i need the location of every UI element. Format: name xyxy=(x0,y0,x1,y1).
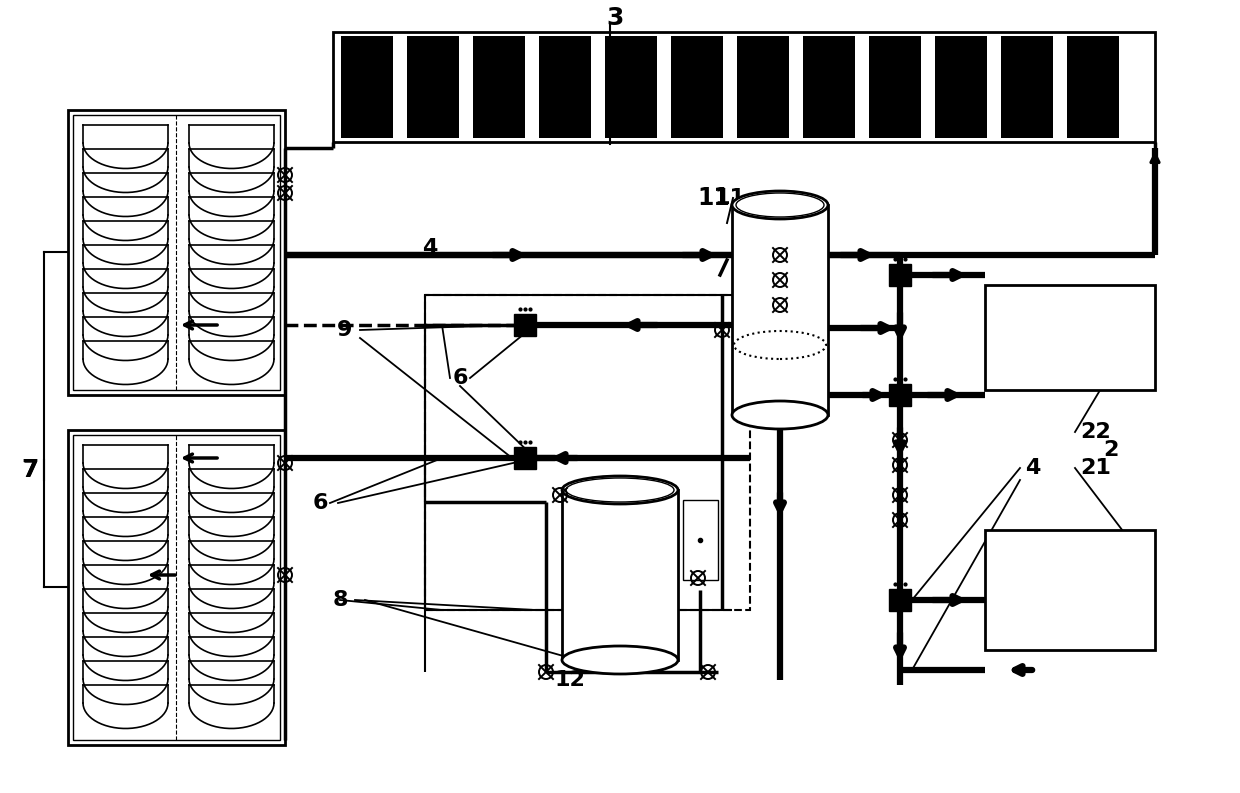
Bar xyxy=(539,36,591,138)
Text: 5: 5 xyxy=(652,655,667,675)
Text: 12: 12 xyxy=(554,670,585,690)
Bar xyxy=(341,36,393,138)
Bar xyxy=(515,447,536,469)
Bar xyxy=(68,110,285,395)
Bar xyxy=(73,115,280,390)
Text: 21: 21 xyxy=(1080,458,1111,478)
Bar xyxy=(1066,36,1118,138)
Ellipse shape xyxy=(565,478,675,502)
Bar xyxy=(334,32,1154,142)
Ellipse shape xyxy=(732,401,828,429)
Text: 7: 7 xyxy=(22,460,37,480)
Bar xyxy=(407,36,459,138)
Text: 2: 2 xyxy=(1104,440,1118,460)
Bar xyxy=(985,530,1154,650)
Bar xyxy=(515,314,536,336)
Text: 4: 4 xyxy=(1025,458,1040,478)
Text: 11: 11 xyxy=(697,186,730,210)
Bar xyxy=(889,589,911,611)
Ellipse shape xyxy=(562,646,678,674)
Text: 4: 4 xyxy=(423,238,438,258)
Text: 11: 11 xyxy=(714,188,745,208)
Bar xyxy=(804,36,856,138)
Text: 7: 7 xyxy=(21,458,38,482)
Text: 3: 3 xyxy=(606,6,624,30)
Bar xyxy=(562,490,678,660)
Bar xyxy=(889,384,911,406)
Text: 22: 22 xyxy=(1080,422,1111,442)
Bar xyxy=(605,36,657,138)
Ellipse shape xyxy=(737,193,825,217)
Text: 6: 6 xyxy=(453,368,467,388)
Bar xyxy=(1001,36,1053,138)
Ellipse shape xyxy=(732,191,828,219)
Bar xyxy=(869,36,921,138)
Ellipse shape xyxy=(562,476,678,504)
Bar xyxy=(425,295,750,610)
Bar xyxy=(935,36,987,138)
Bar xyxy=(671,36,723,138)
Text: 9: 9 xyxy=(337,320,352,340)
Bar xyxy=(68,430,285,745)
Bar xyxy=(889,264,911,286)
Bar xyxy=(985,285,1154,390)
Bar xyxy=(683,500,718,580)
Bar xyxy=(472,36,525,138)
Bar xyxy=(732,205,828,415)
Bar xyxy=(73,435,280,740)
Text: 8: 8 xyxy=(332,590,347,610)
Text: 6: 6 xyxy=(312,493,327,513)
Bar xyxy=(737,36,789,138)
